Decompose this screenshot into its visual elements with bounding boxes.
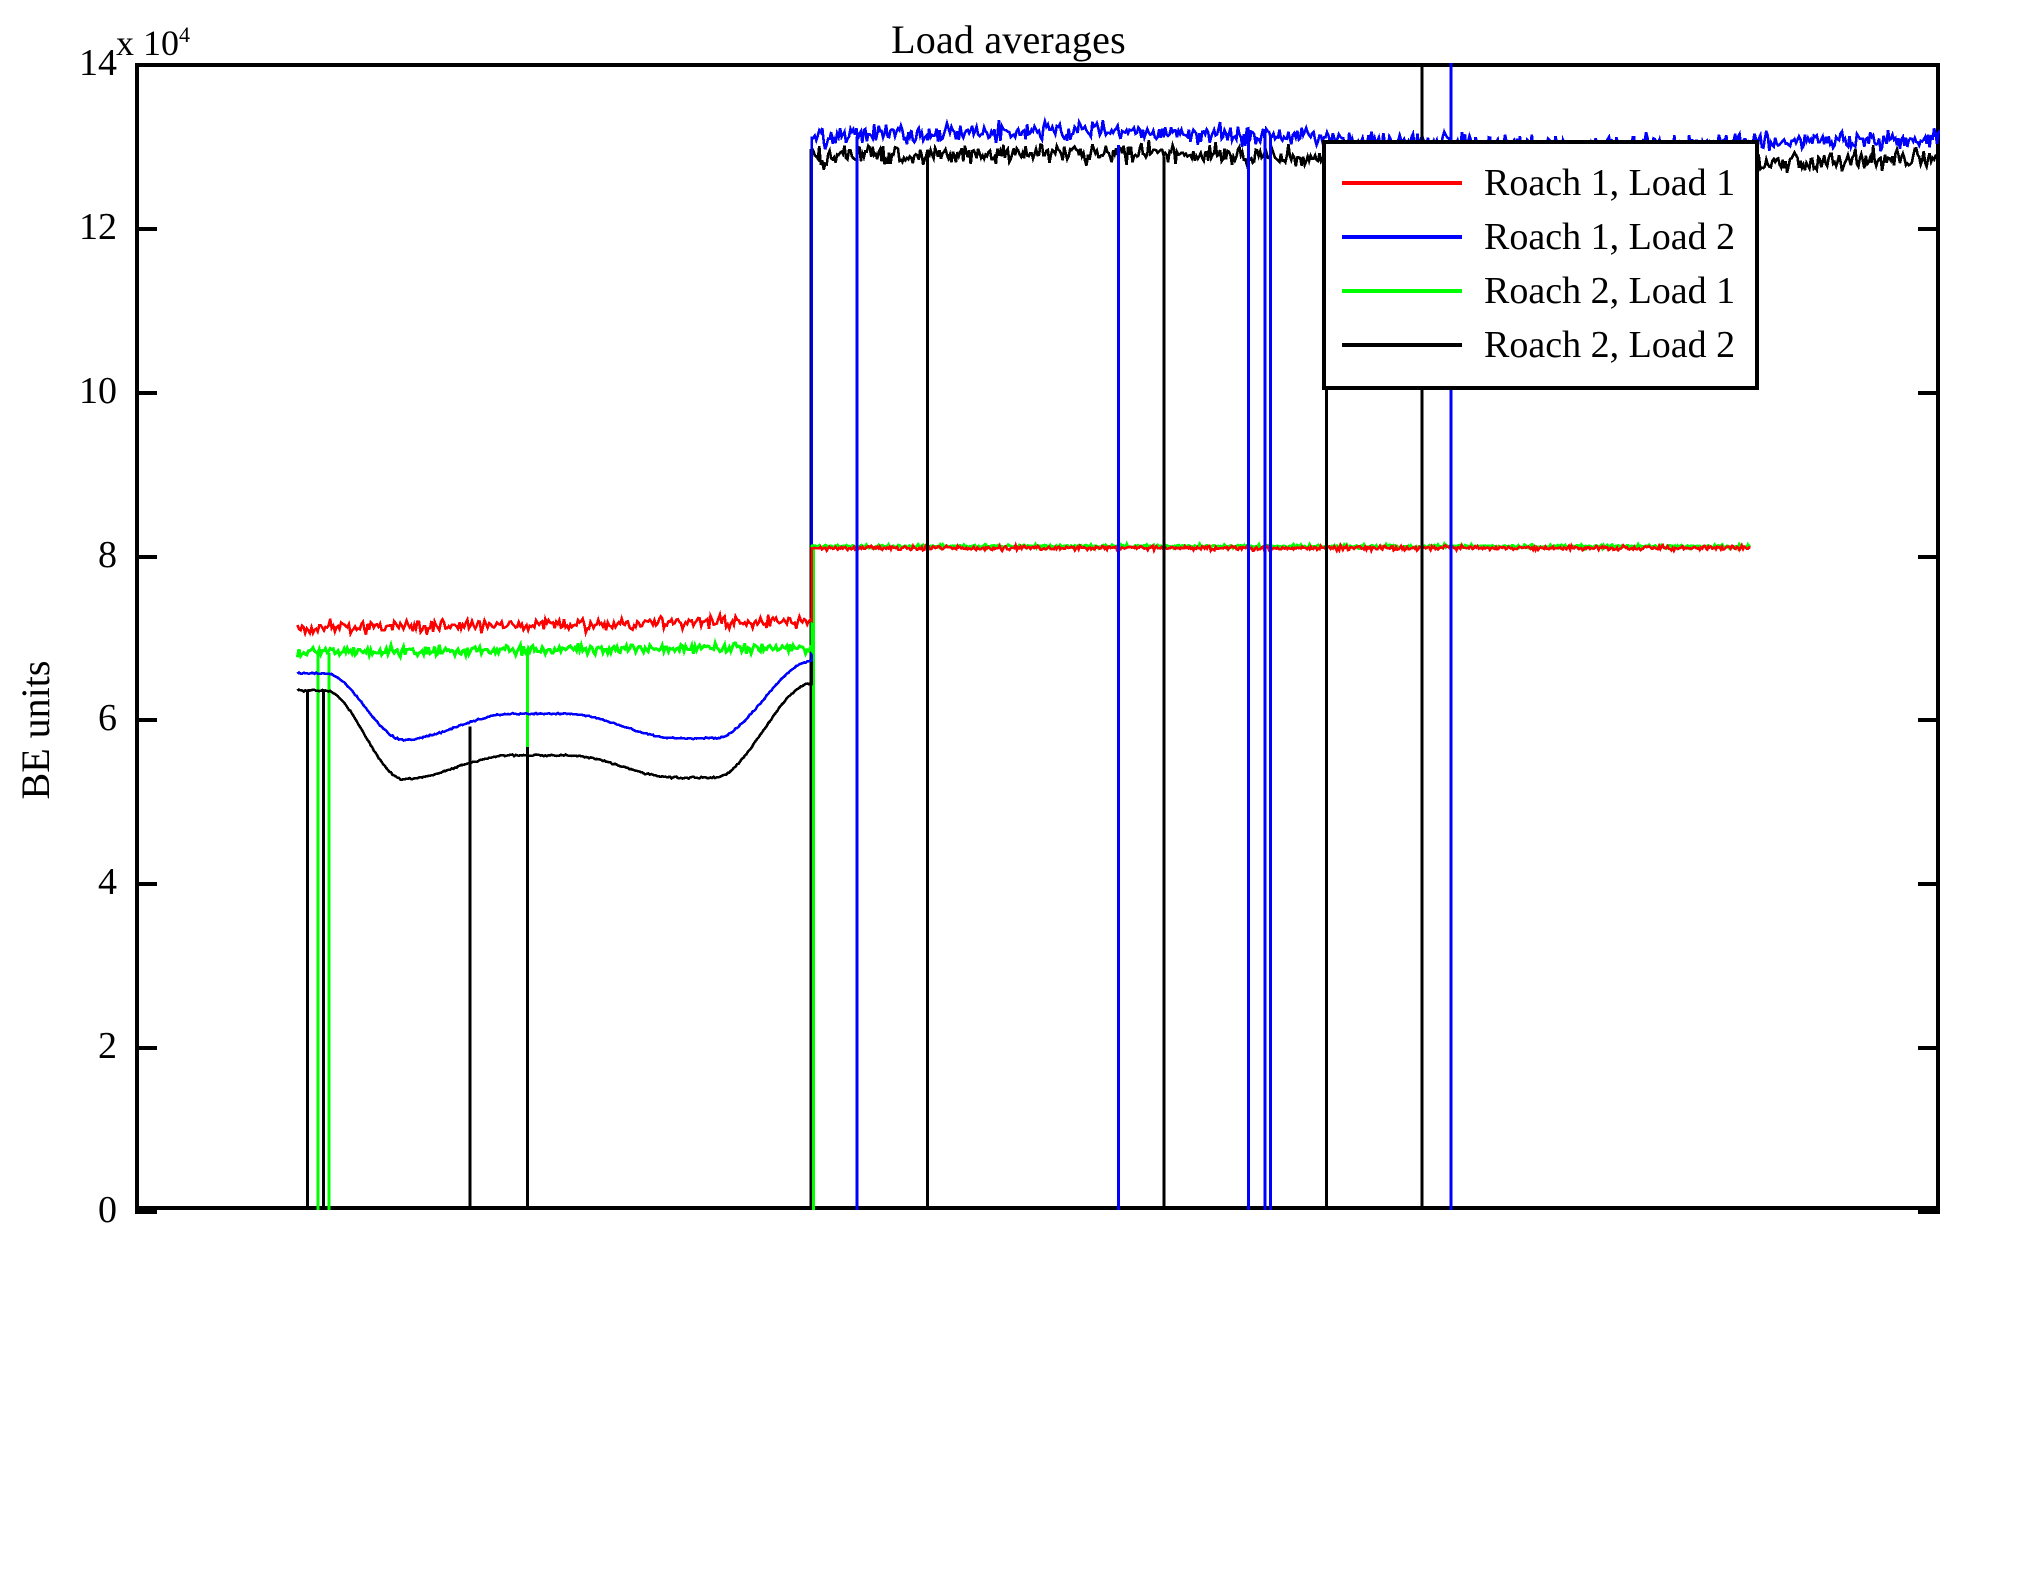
y-axis-tick-label: 14: [79, 42, 117, 84]
legend-color-swatch: [1342, 181, 1462, 185]
y-axis-tick-label: 4: [98, 861, 117, 904]
y-axis-exponent-mantissa: x 10: [116, 23, 179, 63]
axis-spine-bottom: [135, 1206, 1940, 1210]
y-axis-tick-label: 12: [79, 205, 117, 248]
legend-item-label: Roach 2, Load 1: [1484, 270, 1736, 312]
page-title: Load averages: [891, 17, 1126, 62]
y-axis-tick-mark: [1918, 63, 1940, 67]
legend-item[interactable]: Roach 2, Load 1: [1342, 264, 1735, 318]
series-line-roach-1-load-1: [296, 541, 1751, 638]
legend-color-swatch: [1342, 343, 1462, 347]
legend-item[interactable]: Roach 1, Load 1: [1342, 156, 1735, 210]
y-axis-tick-mark: [1918, 554, 1940, 559]
series-svg: [295, 63, 1940, 1210]
plot-area: Roach 1, Load 1 Roach 1, Load 2 Roach 2, L…: [135, 63, 1940, 1214]
y-axis-tick-label: 10: [79, 369, 117, 412]
y-axis-tick-mark: [135, 63, 157, 67]
y-axis-tick-mark: [1918, 226, 1940, 231]
legend-item[interactable]: Roach 1, Load 2: [1342, 210, 1735, 264]
y-axis-tick-label: 2: [98, 1025, 117, 1068]
y-axis-tick-mark: [135, 1210, 157, 1214]
y-axis-tick-mark: [135, 1046, 157, 1051]
axis-spine-right: [1936, 63, 1940, 1210]
legend-item-label: Roach 1, Load 1: [1484, 162, 1736, 204]
y-axis-exponent-power: 4: [179, 22, 190, 47]
y-axis-tick-label: 8: [98, 533, 117, 576]
y-axis-tick-mark: [135, 718, 157, 723]
legend-item[interactable]: Roach 2, Load 2: [1342, 318, 1735, 372]
legend-item-label: Roach 1, Load 2: [1484, 216, 1736, 258]
y-axis-tick-mark: [135, 554, 157, 559]
axis-spine-top: [135, 63, 1940, 67]
y-axis-tick-mark: [135, 882, 157, 887]
y-axis-tick-mark: [135, 390, 157, 395]
data-series-layer: [135, 63, 1940, 1210]
y-axis-tick-mark: [1918, 718, 1940, 723]
series-line-roach-2-load-1: [295, 540, 1751, 662]
y-axis-tick-mark: [1918, 882, 1940, 887]
y-axis-tick-mark: [135, 226, 157, 231]
y-axis-tick-label: 6: [98, 697, 117, 740]
legend[interactable]: Roach 1, Load 1 Roach 1, Load 2 Roach 2, L…: [1322, 140, 1760, 390]
legend-item-label: Roach 2, Load 2: [1484, 324, 1736, 366]
legend-color-swatch: [1342, 289, 1462, 293]
y-axis-tick-mark: [1918, 1046, 1940, 1051]
y-axis-exponent-label: x 104: [116, 22, 190, 64]
y-axis-tick-mark: [1918, 1210, 1940, 1214]
axis-spine-left: [135, 63, 139, 1210]
legend-color-swatch: [1342, 235, 1462, 239]
y-axis-tick-mark: [1918, 390, 1940, 395]
y-axis-tick-label: 0: [98, 1189, 117, 1231]
